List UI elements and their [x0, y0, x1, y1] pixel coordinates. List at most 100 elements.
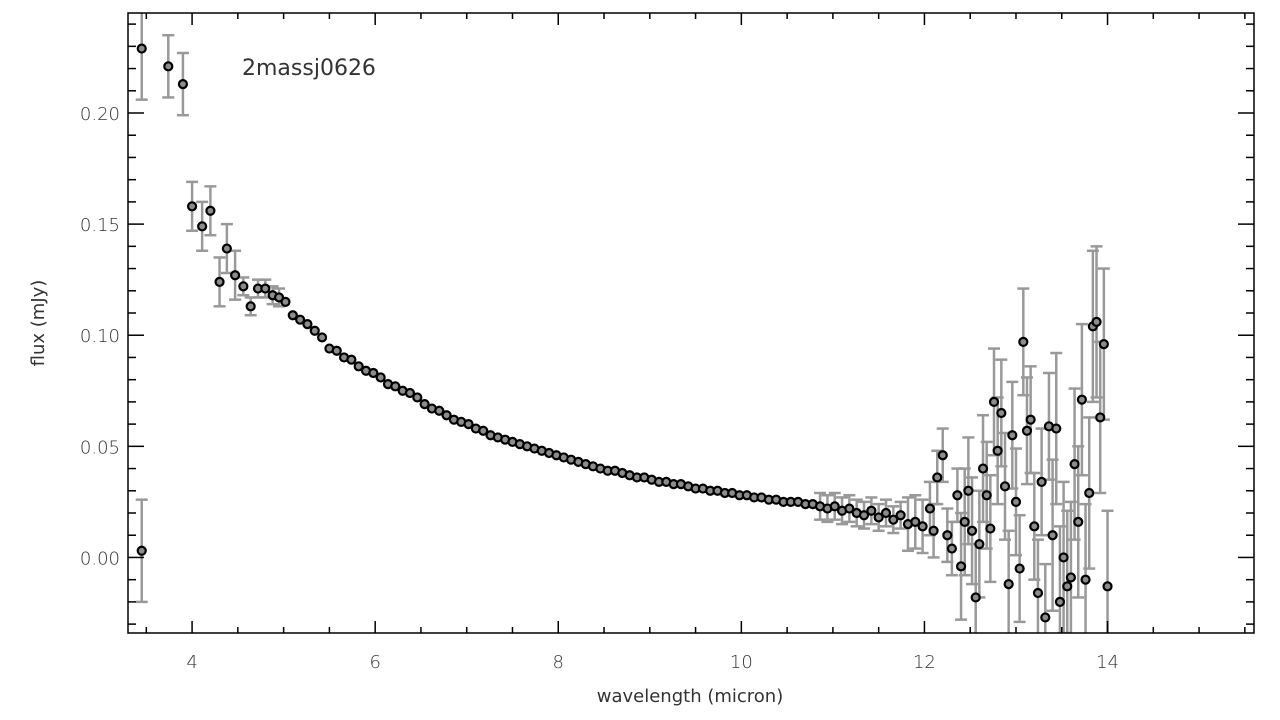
data-point — [1040, 612, 1051, 623]
chart-title: 2massj0626 — [242, 56, 376, 81]
data-point — [163, 61, 174, 72]
data-point — [214, 276, 225, 287]
data-point — [992, 445, 1003, 456]
data-point — [888, 514, 899, 525]
data-point — [1098, 339, 1109, 350]
data-point — [981, 490, 992, 501]
data-point — [970, 592, 981, 603]
data-point — [221, 243, 232, 254]
data-point — [1018, 336, 1029, 347]
data-point — [917, 521, 928, 532]
data-point — [368, 367, 379, 379]
data-point — [880, 507, 892, 519]
x-tick-label: 4 — [186, 652, 197, 673]
data-point — [932, 472, 943, 483]
data-point — [295, 314, 306, 325]
data-point — [1014, 563, 1025, 574]
data-point — [1010, 496, 1022, 507]
data-point — [942, 530, 953, 541]
data-point — [1076, 394, 1087, 405]
data-point — [866, 505, 877, 516]
axis-ticks — [128, 13, 1254, 633]
x-tick-label: 14 — [1096, 652, 1119, 673]
data-point — [287, 310, 298, 321]
x-tick-label: 12 — [913, 652, 936, 673]
data-point — [346, 354, 357, 365]
data-point — [1025, 414, 1036, 425]
data-point — [1007, 430, 1018, 441]
data-point — [205, 205, 216, 216]
data-point — [1054, 596, 1066, 607]
data-point — [1095, 412, 1106, 423]
data-point — [434, 405, 445, 416]
x-tick-label: 10 — [730, 652, 753, 673]
data-point — [988, 396, 1000, 407]
data-point — [910, 516, 921, 527]
data-points — [136, 43, 1113, 623]
data-point — [390, 381, 401, 392]
data-point — [309, 325, 320, 336]
data-point — [1080, 574, 1091, 585]
y-tick-label: 0.20 — [80, 104, 120, 125]
tick-labels: 4 6 8 10 12 14 0.00 0.05 0.10 0.15 0.20 — [80, 104, 1119, 673]
data-point — [331, 345, 342, 356]
data-point — [924, 503, 936, 514]
data-point — [316, 332, 328, 343]
data-point — [478, 425, 489, 436]
data-point — [238, 281, 249, 292]
plot-frame — [127, 12, 1255, 634]
data-point — [1051, 423, 1062, 434]
data-point — [353, 361, 364, 372]
data-point — [928, 525, 939, 536]
data-point — [996, 407, 1007, 419]
data-point — [858, 510, 870, 521]
data-point — [1062, 581, 1073, 592]
data-point — [1021, 425, 1033, 436]
y-tick-label: 0.00 — [80, 548, 120, 569]
data-point — [873, 512, 884, 523]
data-point — [375, 372, 386, 383]
data-point — [985, 523, 996, 534]
data-point — [177, 79, 189, 90]
y-tick-label: 0.15 — [80, 215, 120, 236]
data-point — [412, 392, 423, 403]
data-point — [1102, 581, 1113, 592]
data-point — [463, 419, 474, 430]
data-point — [186, 201, 198, 212]
x-tick-label: 6 — [369, 652, 380, 673]
data-point — [959, 516, 970, 527]
data-point — [1029, 521, 1040, 532]
data-point — [260, 283, 271, 294]
data-point — [937, 450, 948, 461]
data-point — [955, 561, 967, 572]
data-point — [1058, 552, 1069, 563]
data-point — [1091, 316, 1102, 327]
data-point — [441, 410, 452, 421]
data-point — [136, 545, 147, 556]
data-point — [974, 539, 985, 550]
data-point — [197, 221, 208, 232]
data-point — [1032, 587, 1044, 599]
data-point — [419, 399, 430, 410]
data-point — [999, 481, 1011, 492]
y-axis-label: flux (mJy) — [28, 280, 49, 367]
data-point — [829, 501, 840, 512]
data-point — [136, 43, 147, 54]
data-point — [230, 270, 241, 281]
data-point — [1084, 487, 1095, 499]
data-point — [1036, 476, 1047, 487]
x-axis-label: wavelength (micron) — [597, 686, 783, 707]
data-point — [245, 301, 256, 312]
data-point — [1069, 459, 1080, 470]
data-point — [977, 463, 989, 474]
data-point — [952, 490, 963, 501]
data-point — [895, 510, 906, 521]
data-point — [1047, 530, 1058, 541]
y-tick-label: 0.10 — [80, 326, 120, 347]
x-tick-label: 8 — [553, 652, 564, 673]
data-point — [844, 503, 855, 514]
data-point — [966, 525, 978, 536]
data-point — [1003, 579, 1014, 590]
data-point — [1065, 572, 1077, 583]
